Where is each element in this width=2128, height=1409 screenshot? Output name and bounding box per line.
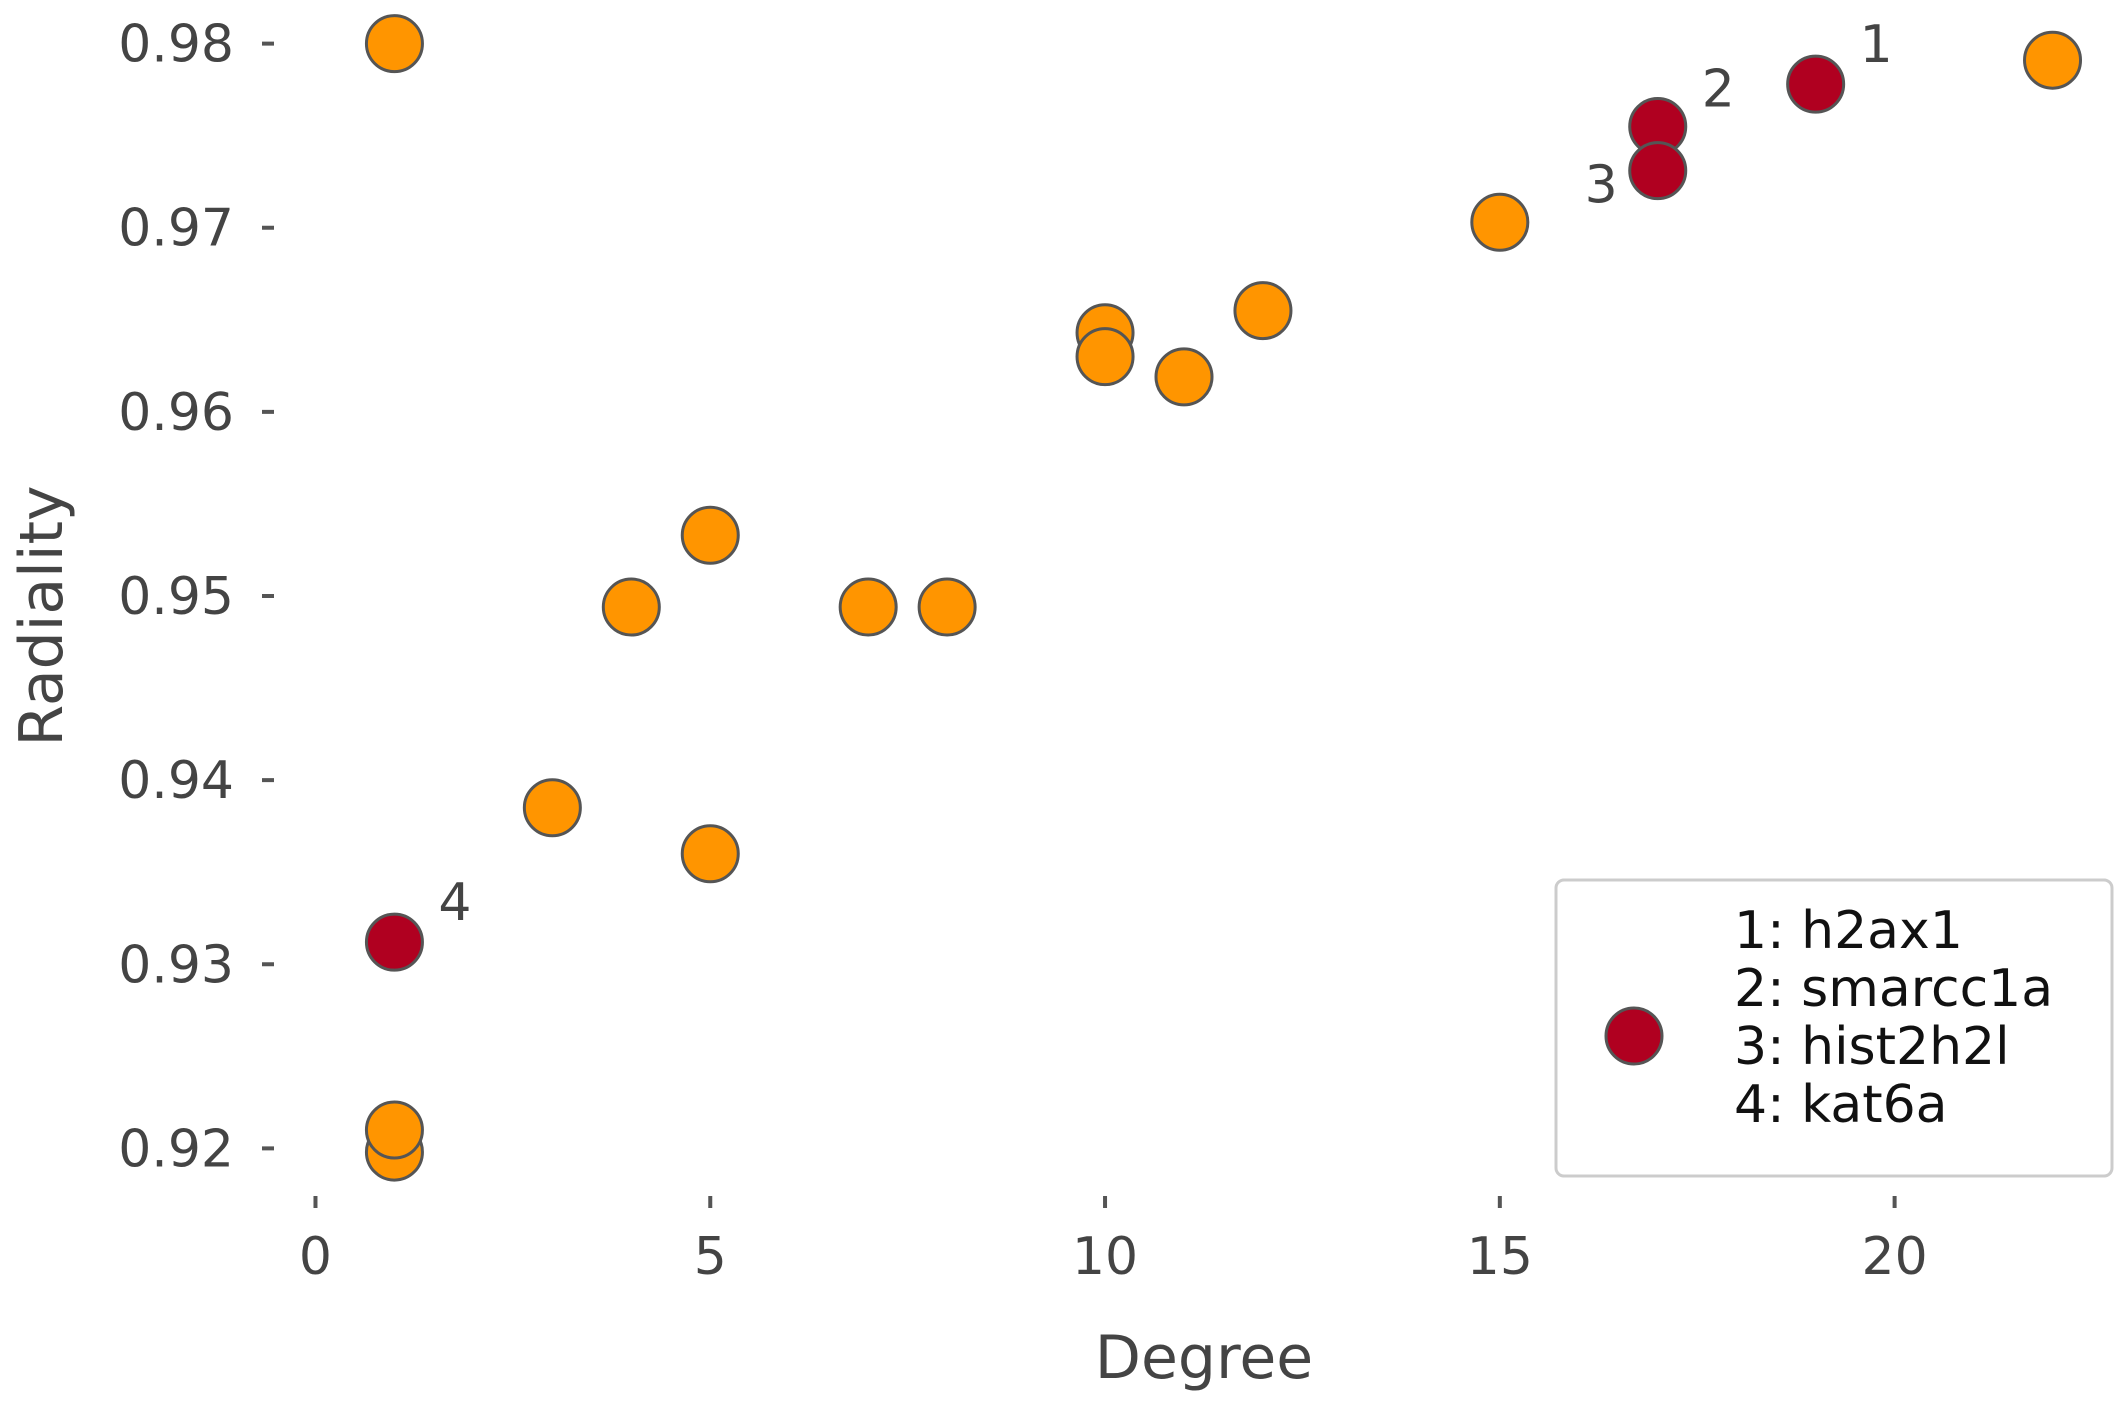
data-point (680, 505, 740, 565)
legend: 1: h2ax1 2: smarcc1a 3: hist2h2l 4: kat6… (1554, 878, 2114, 1178)
y-tick-label: 0.96 (118, 383, 234, 443)
data-point (364, 14, 424, 74)
y-tick-label: 0.98 (118, 15, 234, 75)
y-tick-label: 0.97 (118, 199, 234, 259)
legend-entry-1: 1: h2ax1 (1734, 901, 1963, 961)
y-tick-label: 0.92 (118, 1119, 234, 1179)
data-point (2023, 30, 2083, 90)
y-axis-title: Radiality (7, 485, 77, 746)
legend-marker (1604, 1006, 1664, 1066)
y-axis: 0.92 0.93 0.94 0.95 0.96 0.97 0.98 (118, 15, 274, 1179)
legend-entry-2: 2: smarcc1a (1734, 959, 2053, 1019)
point-annotation: 3 (1585, 156, 1618, 216)
highlighted-data-point (1628, 141, 1688, 201)
legend-entry-3: 3: hist2h2l (1734, 1017, 2010, 1077)
y-tick-label: 0.93 (118, 935, 234, 995)
data-point (838, 577, 898, 637)
x-tick-label: 10 (1072, 1227, 1138, 1287)
data-points (364, 14, 2083, 1182)
data-point (1154, 347, 1214, 407)
data-point (1233, 281, 1293, 341)
data-point (917, 577, 977, 637)
point-annotation: 1 (1860, 15, 1893, 75)
data-point (1470, 192, 1530, 252)
x-axis-title: Degree (1095, 1323, 1313, 1393)
data-point (522, 778, 582, 838)
point-annotation: 2 (1702, 59, 1735, 119)
y-tick-label: 0.94 (118, 751, 234, 811)
x-tick-label: 15 (1467, 1227, 1533, 1287)
x-tick-label: 5 (694, 1227, 727, 1287)
point-annotations: 1 2 3 4 (438, 15, 1892, 933)
data-point (1075, 327, 1135, 387)
data-point (364, 1100, 424, 1160)
x-tick-label: 20 (1862, 1227, 1928, 1287)
x-axis: 0 5 10 15 20 (299, 1196, 1928, 1287)
y-tick-label: 0.95 (118, 567, 234, 627)
highlighted-data-point (364, 912, 424, 972)
x-tick-label: 0 (299, 1227, 332, 1287)
legend-box (1554, 878, 2114, 1178)
legend-entry-4: 4: kat6a (1734, 1075, 1948, 1135)
point-annotation: 4 (438, 873, 471, 933)
highlighted-data-point (1786, 54, 1846, 114)
data-point (601, 577, 661, 637)
data-point (680, 824, 740, 884)
